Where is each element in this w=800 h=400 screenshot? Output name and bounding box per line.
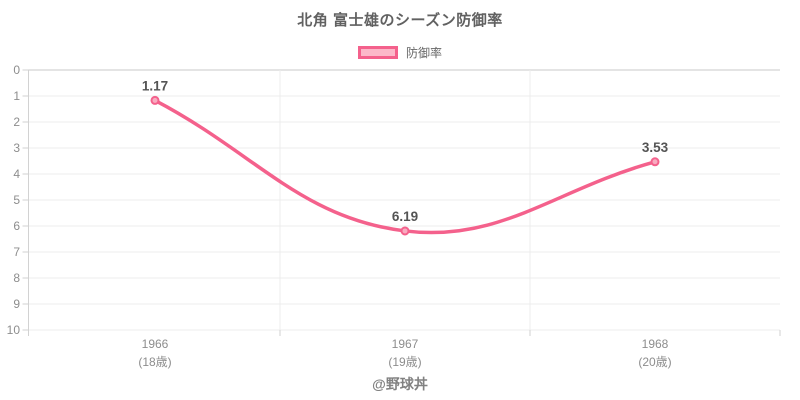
y-tick-label: 5 <box>13 193 20 207</box>
x-tick-sublabel: (18歳) <box>138 355 171 369</box>
legend-item-era[interactable]: 防御率 <box>0 44 800 61</box>
y-tick-label: 0 <box>13 63 20 77</box>
point-label: 3.53 <box>642 140 669 155</box>
y-tick-label: 1 <box>13 89 20 103</box>
y-tick-label: 9 <box>13 297 20 311</box>
watermark: @野球丼 <box>372 376 428 392</box>
y-tick-label: 2 <box>13 115 20 129</box>
x-tick-sublabel: (19歳) <box>388 355 421 369</box>
x-tick-label: 1966 <box>142 337 169 351</box>
y-tick-label: 7 <box>13 245 20 259</box>
legend-swatch <box>357 46 398 59</box>
y-tick-label: 10 <box>7 323 21 337</box>
x-tick-sublabel: (20歳) <box>638 355 671 369</box>
chart-title: 北角 富士雄のシーズン防御率 <box>297 12 503 29</box>
data-point[interactable] <box>150 95 160 105</box>
x-tick-label: 1968 <box>642 337 669 351</box>
y-tick-label: 4 <box>13 167 20 181</box>
x-tick-label: 1967 <box>392 337 419 351</box>
point-label: 1.17 <box>142 78 168 93</box>
data-point[interactable] <box>650 157 660 167</box>
data-point[interactable] <box>400 226 410 236</box>
y-tick-label: 6 <box>13 219 20 233</box>
point-label: 6.19 <box>392 209 418 224</box>
y-tick-label: 3 <box>13 141 20 155</box>
legend-label: 防御率 <box>405 46 442 60</box>
y-tick-label: 8 <box>13 271 20 285</box>
